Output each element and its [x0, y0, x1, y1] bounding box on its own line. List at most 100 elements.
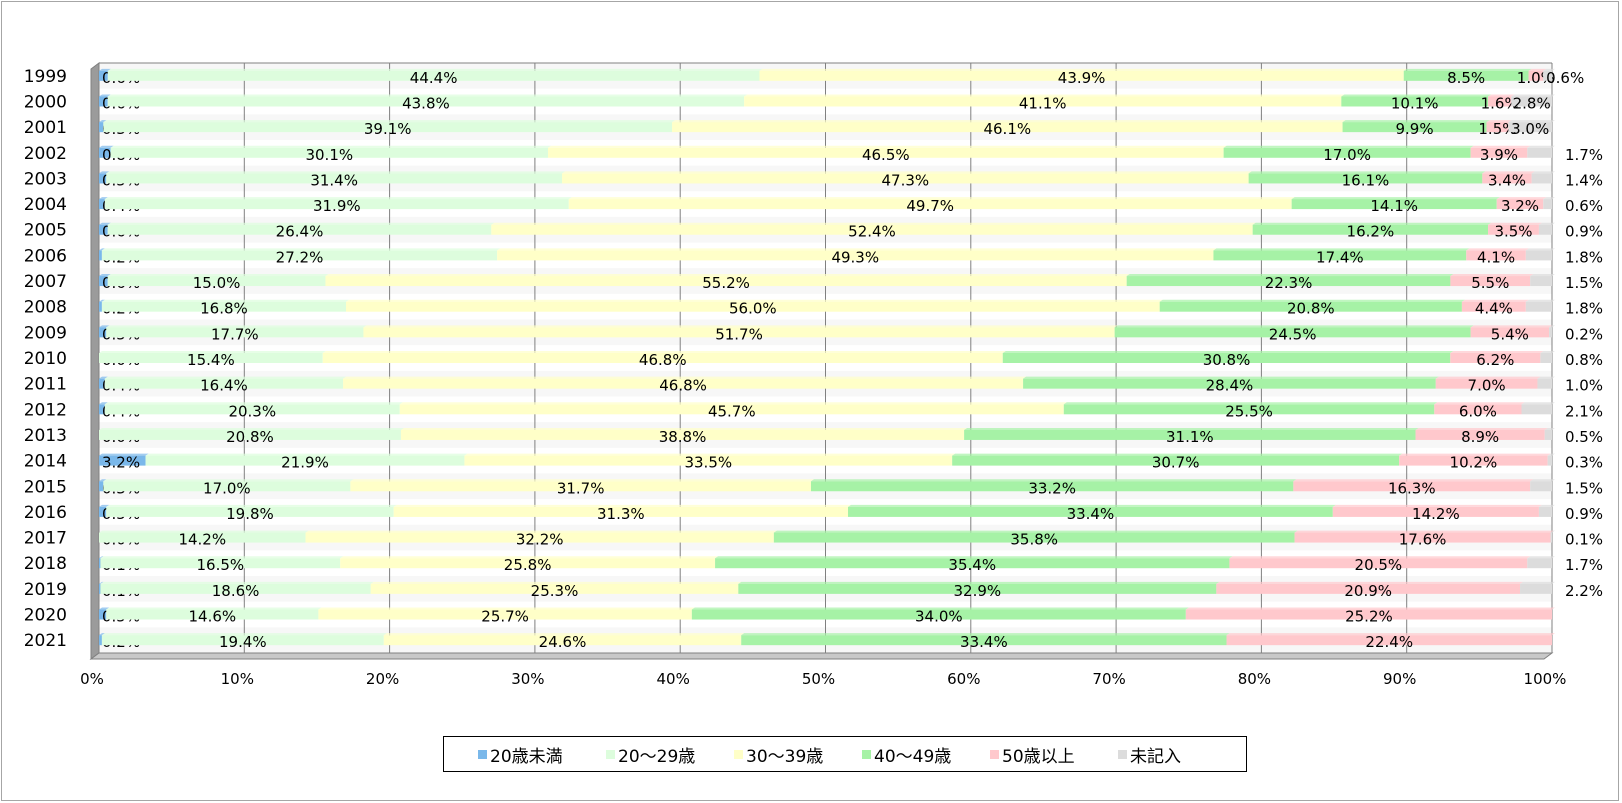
bar-segment-top: [100, 556, 344, 559]
bar-segment-top: [1496, 197, 1547, 200]
data-label: 44.4%: [410, 69, 458, 87]
bar-segment-top: [1470, 145, 1531, 148]
bar-segment-top: [103, 120, 676, 123]
bar-segment: [1543, 70, 1552, 81]
bar-segment: [1342, 122, 1487, 133]
bar-segment-top: [847, 504, 1336, 507]
legend-swatch: [478, 749, 487, 759]
bar-segment-top: [106, 325, 367, 328]
data-label: 31.7%: [557, 479, 605, 497]
bar-segment-top: [99, 274, 111, 277]
legend-item: 40～49歳: [862, 742, 990, 767]
data-label: 0.5%: [1565, 428, 1603, 446]
bar-segment-top: [104, 197, 572, 200]
y-tick-label: 2013: [24, 426, 67, 446]
x-tick-label: 20%: [366, 670, 399, 688]
data-label: 35.4%: [948, 556, 996, 574]
legend-swatch: [606, 749, 615, 759]
data-label: 2.2%: [1565, 582, 1603, 600]
bar-segment: [110, 147, 548, 158]
y-tick-label: 1999: [24, 67, 67, 87]
y-tick-label: 2019: [24, 580, 67, 600]
bar-segment-top: [99, 556, 104, 559]
data-label: 10.1%: [1391, 94, 1439, 112]
bar-segment-top: [1002, 351, 1454, 353]
bar-segment-top: [1531, 171, 1555, 174]
data-label: 5.5%: [1471, 274, 1509, 292]
bar-segment: [343, 378, 1024, 389]
bar-segment-top: [1525, 299, 1555, 302]
data-label: 22.3%: [1265, 274, 1313, 292]
plot-floor: [89, 652, 1554, 660]
bar-segment: [100, 558, 341, 569]
data-label: 0.9%: [1565, 505, 1603, 523]
data-label: 3.2%: [1501, 197, 1539, 215]
bar-segment: [691, 609, 1186, 620]
bar-segment-top: [1550, 530, 1555, 533]
bar-segment: [1528, 70, 1544, 81]
data-label: 30.1%: [305, 146, 353, 164]
bar-segment-top: [99, 376, 108, 379]
bar-segment: [1530, 481, 1552, 492]
bar-segment-top: [350, 479, 814, 482]
bar-segment: [1537, 378, 1552, 389]
bar-segment: [741, 635, 1227, 646]
data-label: 3.0%: [1511, 120, 1549, 138]
bar-segment: [99, 506, 107, 517]
bar-segment: [744, 96, 1342, 107]
data-label: 8.9%: [1461, 428, 1499, 446]
y-tick-label: 2011: [24, 375, 67, 395]
bar-segment: [99, 96, 108, 107]
bar-segment-top: [1543, 197, 1555, 200]
data-label: 14.6%: [189, 608, 237, 626]
data-label: 24.6%: [539, 633, 587, 651]
bar-segment: [715, 558, 1230, 569]
data-label: 15.0%: [193, 274, 241, 292]
bar-segment-top: [1488, 94, 1515, 97]
data-label: 31.1%: [1166, 428, 1214, 446]
bar-segment-top: [99, 145, 114, 148]
data-label: 33.4%: [960, 633, 1008, 651]
bar-segment-top: [99, 479, 107, 482]
data-label: 43.8%: [402, 94, 450, 112]
bar-segment-top: [400, 427, 968, 430]
stacked-bar-chart: 0% 10% 20% 30% 40% 50% 60% 70% 80% 90% 100% 1999 0.6…: [24, 62, 1603, 688]
bar-segment-top: [1341, 94, 1492, 97]
data-label: 3.2%: [102, 454, 140, 472]
bar-segment: [99, 481, 104, 492]
data-label: 46.5%: [862, 146, 910, 164]
bar-segment: [568, 199, 1292, 210]
data-label: 47.3%: [882, 171, 930, 189]
data-label: 31.4%: [310, 171, 358, 189]
y-tick-label: 2000: [24, 92, 67, 112]
bar-segment: [1332, 506, 1539, 517]
x-tick-label: 80%: [1238, 670, 1271, 688]
x-tick-label: 50%: [802, 670, 835, 688]
bar-segment: [1496, 199, 1544, 210]
bar-segment-top: [491, 222, 1256, 225]
bar-segment-top: [547, 145, 1227, 148]
bar-segment-top: [1482, 171, 1535, 174]
bar-segment: [99, 301, 102, 312]
bar-segment: [106, 609, 319, 620]
bar-segment-top: [1159, 299, 1465, 302]
bar-segment: [350, 481, 811, 492]
bar-segment-top: [1229, 556, 1531, 559]
legend-swatch: [1118, 749, 1127, 759]
bar-segment-top: [1537, 376, 1555, 379]
bar-segment-top: [1248, 171, 1486, 174]
bar-segment: [1508, 122, 1552, 133]
bar-segment-top: [101, 633, 387, 636]
bar-segment: [107, 224, 492, 235]
data-label: 1.6%: [1481, 94, 1519, 112]
data-label: 20.8%: [226, 428, 274, 446]
bar-segment-top: [1450, 274, 1534, 277]
bar-segment-top: [1226, 633, 1555, 636]
bar-segment: [103, 122, 673, 133]
bar-segment-top: [106, 607, 322, 610]
data-label: 38.8%: [659, 428, 707, 446]
data-label: 20.9%: [1344, 582, 1392, 600]
data-label: 17.6%: [1399, 531, 1447, 549]
bar-segment: [1520, 583, 1552, 594]
data-label: 10.2%: [1450, 454, 1498, 472]
